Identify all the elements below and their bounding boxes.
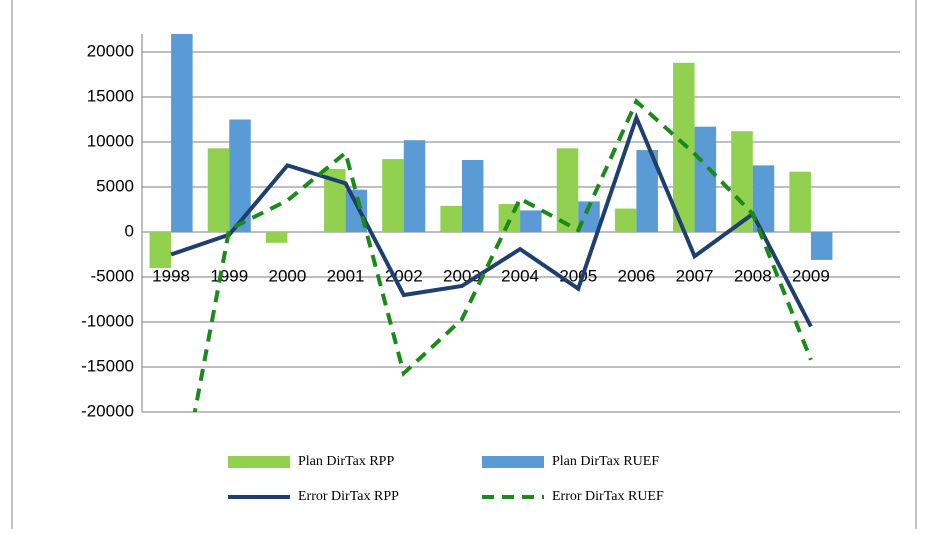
bar — [149, 232, 172, 268]
y-tick-label: 20000 — [87, 41, 134, 60]
x-tick-label: 1999 — [210, 266, 248, 285]
x-tick-label: 1998 — [152, 266, 190, 285]
bar — [789, 171, 811, 232]
bar — [403, 140, 426, 232]
lines — [170, 98, 813, 412]
legend-label: Plan DirTax RPP — [298, 454, 394, 469]
x-tick-label: 2000 — [269, 266, 307, 285]
x-tick-label: 2007 — [676, 266, 714, 285]
bar — [614, 208, 637, 232]
line — [192, 98, 813, 412]
y-tick-label: -5000 — [91, 266, 134, 285]
bar — [171, 34, 193, 232]
chart-body: -20000 -15000 -10000 -5000 0 5000 10000 15000 20… — [81, 34, 900, 504]
bar — [636, 150, 658, 232]
legend-swatch — [228, 456, 290, 468]
legend-label: Plan DirTax RUEF — [552, 454, 659, 469]
bar — [673, 62, 695, 232]
x-tick-label: 2008 — [734, 266, 772, 285]
y-tick-label: -10000 — [81, 311, 134, 330]
bar — [265, 232, 288, 243]
y-tick-label: 15000 — [87, 86, 134, 105]
bar — [731, 131, 753, 232]
bar — [694, 126, 717, 232]
bar — [461, 160, 484, 232]
line — [170, 112, 813, 328]
x-tick-label: 2009 — [792, 266, 830, 285]
bar — [810, 232, 833, 260]
bar — [556, 148, 579, 232]
legend-swatch — [482, 456, 544, 468]
y-tick-label: 5000 — [96, 176, 134, 195]
bar — [440, 205, 462, 232]
x-tick-label: 2001 — [327, 266, 365, 285]
x-tick-label: 2006 — [618, 266, 656, 285]
y-tick-label: 10000 — [87, 131, 134, 150]
bar — [382, 159, 404, 232]
x-tick-label: 2004 — [501, 266, 539, 285]
y-tick-label: -15000 — [81, 356, 134, 375]
bar — [229, 119, 251, 232]
bar — [324, 169, 346, 232]
legend-label: Error DirTax RPP — [298, 489, 399, 504]
y-tick-label: 0 — [125, 221, 134, 240]
chart-border — [11, 0, 917, 534]
legend-label: Error DirTax RUEF — [552, 489, 664, 504]
y-tick-label: -20000 — [81, 401, 134, 420]
bar — [207, 148, 230, 232]
bar — [520, 210, 542, 232]
bar — [752, 165, 775, 232]
bar — [578, 201, 600, 232]
